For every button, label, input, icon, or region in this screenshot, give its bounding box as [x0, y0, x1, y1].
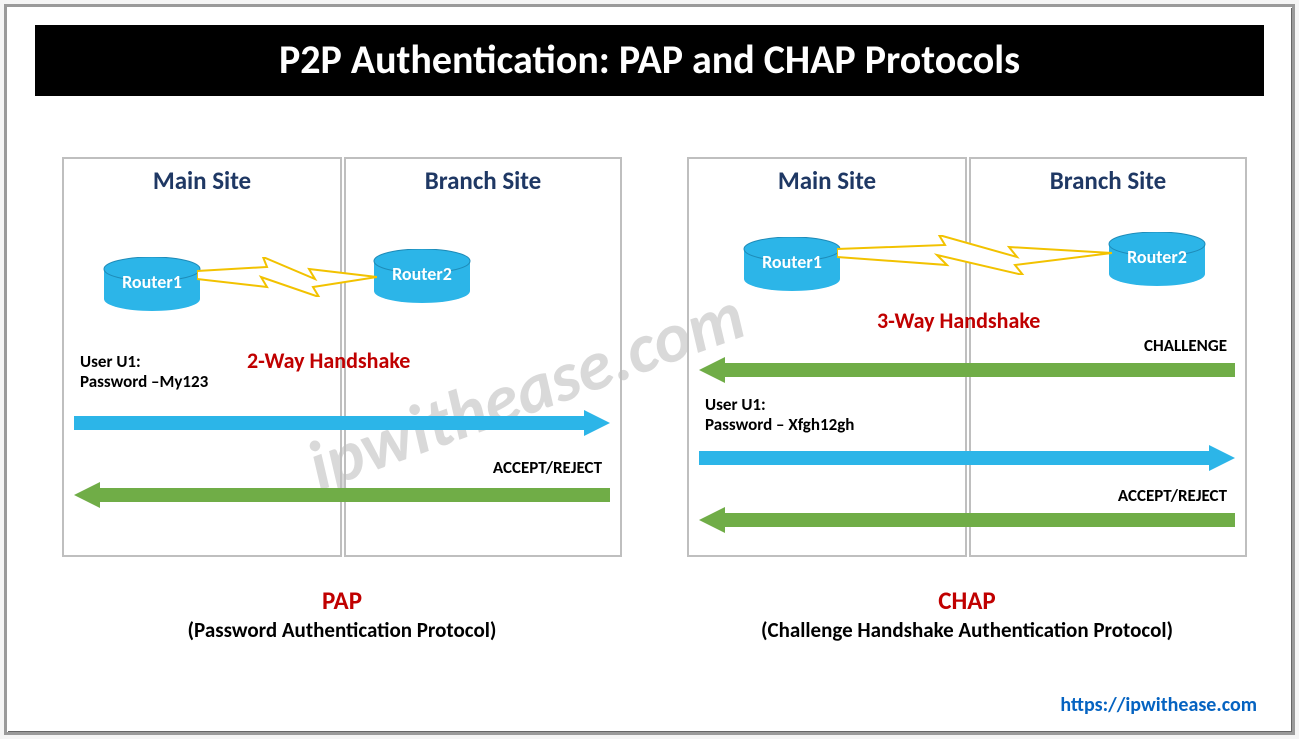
bolt-icon — [197, 257, 377, 297]
creds-user: User U1: — [80, 352, 208, 372]
chap-accept-reject: ACCEPT/REJECT — [1037, 485, 1227, 506]
chap-creds: User U1: Password – Xfgh12gh — [705, 395, 854, 436]
router-icon: Router1 — [742, 237, 842, 291]
pap-accept-reject: ACCEPT/REJECT — [412, 457, 602, 478]
chap-handshake: 3-Way Handshake — [877, 307, 1040, 334]
router-icon: Router2 — [1107, 232, 1207, 286]
creds-pass: Password –My123 — [80, 372, 208, 392]
pap-creds: User U1: Password –My123 — [80, 352, 208, 393]
pap-full: (Password Authentication Protocol) — [62, 617, 622, 643]
pap-panel: Main Site Branch Site Router1 Router2 2-… — [62, 157, 622, 577]
pap-branch-title: Branch Site — [346, 165, 620, 196]
creds-pass: Password – Xfgh12gh — [705, 415, 854, 435]
arrow-right — [699, 445, 1235, 471]
pap-main-title: Main Site — [64, 165, 340, 196]
router2-label: Router2 — [1107, 246, 1207, 268]
arrow-right — [74, 410, 610, 436]
router1-label: Router1 — [742, 251, 842, 273]
arrow-left — [699, 357, 1235, 383]
chap-short: CHAP — [687, 585, 1247, 616]
router-icon: Router1 — [102, 257, 202, 311]
pap-handshake: 2-Way Handshake — [247, 347, 410, 374]
router-icon: Router2 — [372, 249, 472, 303]
footer-url: https://ipwithease.com — [1060, 693, 1257, 717]
creds-user: User U1: — [705, 395, 854, 415]
arrow-left — [699, 507, 1235, 533]
chap-panel: Main Site Branch Site Router1 Router2 3-… — [687, 157, 1247, 577]
router2-label: Router2 — [372, 263, 472, 285]
title-bar: P2P Authentication: PAP and CHAP Protoco… — [35, 25, 1264, 96]
title-text: P2P Authentication: PAP and CHAP Protoco… — [279, 35, 1020, 84]
chap-full: (Challenge Handshake Authentication Prot… — [687, 617, 1247, 643]
pap-short: PAP — [62, 585, 622, 616]
router1-label: Router1 — [102, 271, 202, 293]
bolt-icon — [837, 235, 1112, 275]
arrow-left — [74, 482, 610, 508]
diagram-frame: P2P Authentication: PAP and CHAP Protoco… — [4, 4, 1295, 735]
chap-main-title: Main Site — [689, 165, 965, 196]
chap-branch-title: Branch Site — [971, 165, 1245, 196]
chap-challenge: CHALLENGE — [1047, 335, 1227, 356]
